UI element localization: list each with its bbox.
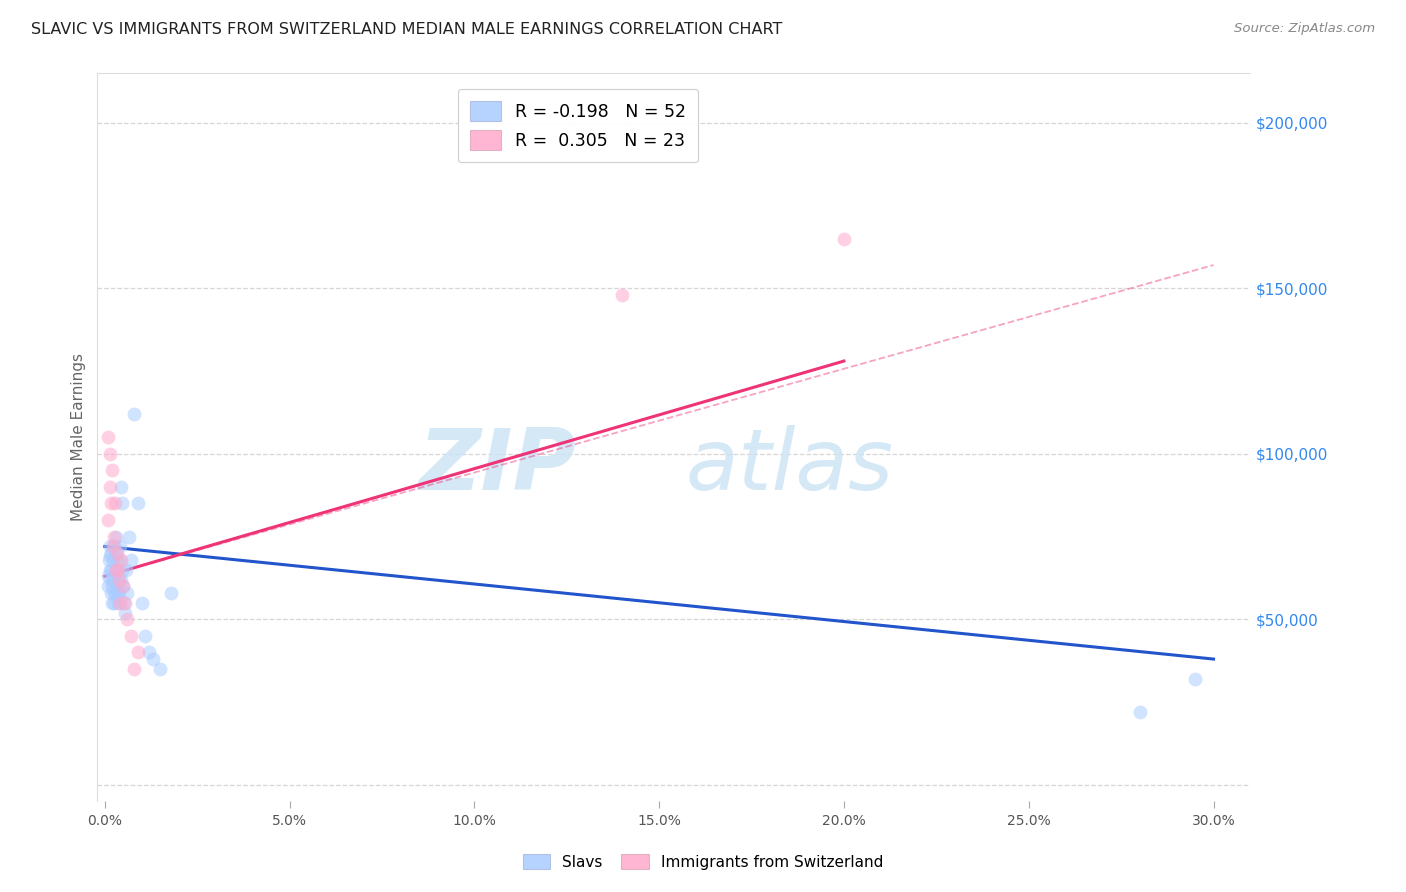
- Point: [114, 596, 136, 610]
- Point: [110, 573, 132, 587]
- Point: [111, 563, 134, 577]
- Point: [105, 552, 128, 566]
- Point: [103, 530, 125, 544]
- Point: [115, 563, 138, 577]
- Point: [103, 586, 125, 600]
- Y-axis label: Median Male Earnings: Median Male Earnings: [72, 353, 86, 521]
- Point: [97, 579, 120, 593]
- Point: [134, 629, 156, 643]
- Point: [110, 480, 132, 494]
- Point: [104, 496, 127, 510]
- Point: [101, 596, 124, 610]
- Point: [612, 288, 634, 302]
- Point: [104, 563, 127, 577]
- Point: [97, 430, 120, 444]
- Point: [101, 463, 124, 477]
- Point: [105, 546, 128, 560]
- Point: [108, 586, 131, 600]
- Point: [101, 579, 124, 593]
- Point: [105, 579, 128, 593]
- Point: [100, 573, 122, 587]
- Text: ZIP: ZIP: [418, 425, 576, 508]
- Point: [832, 231, 855, 245]
- Point: [108, 596, 131, 610]
- Point: [104, 586, 127, 600]
- Point: [110, 552, 132, 566]
- Point: [104, 563, 127, 577]
- Point: [114, 606, 136, 620]
- Point: [105, 563, 128, 577]
- Text: SLAVIC VS IMMIGRANTS FROM SWITZERLAND MEDIAN MALE EARNINGS CORRELATION CHART: SLAVIC VS IMMIGRANTS FROM SWITZERLAND ME…: [31, 22, 782, 37]
- Point: [108, 540, 131, 554]
- Point: [104, 573, 127, 587]
- Point: [105, 546, 128, 560]
- Point: [131, 596, 153, 610]
- Point: [127, 645, 149, 659]
- Point: [101, 540, 124, 554]
- Point: [107, 573, 129, 587]
- Point: [112, 579, 135, 593]
- Point: [149, 662, 172, 676]
- Point: [142, 652, 165, 666]
- Point: [107, 563, 129, 577]
- Point: [98, 480, 121, 494]
- Point: [103, 596, 125, 610]
- Point: [98, 540, 121, 554]
- Point: [1184, 672, 1206, 686]
- Point: [111, 496, 134, 510]
- Point: [115, 586, 138, 600]
- Legend: Slavs, Immigrants from Switzerland: Slavs, Immigrants from Switzerland: [515, 846, 891, 877]
- Point: [103, 552, 125, 566]
- Point: [138, 645, 160, 659]
- Point: [160, 586, 183, 600]
- Point: [104, 530, 127, 544]
- Point: [98, 563, 121, 577]
- Point: [98, 447, 121, 461]
- Point: [1129, 705, 1152, 719]
- Point: [127, 496, 149, 510]
- Point: [112, 579, 135, 593]
- Point: [124, 407, 146, 421]
- Point: [120, 552, 142, 566]
- Legend: R = -0.198   N = 52, R =  0.305   N = 23: R = -0.198 N = 52, R = 0.305 N = 23: [458, 89, 699, 162]
- Point: [98, 549, 121, 564]
- Point: [118, 530, 141, 544]
- Point: [97, 513, 120, 527]
- Point: [100, 546, 122, 560]
- Point: [107, 586, 129, 600]
- Text: atlas: atlas: [685, 425, 893, 508]
- Point: [107, 596, 129, 610]
- Point: [101, 573, 124, 587]
- Point: [115, 612, 138, 626]
- Point: [112, 596, 135, 610]
- Point: [98, 552, 121, 566]
- Point: [100, 586, 122, 600]
- Point: [100, 496, 122, 510]
- Point: [103, 540, 125, 554]
- Point: [107, 573, 129, 587]
- Point: [120, 629, 142, 643]
- Point: [100, 563, 122, 577]
- Text: Source: ZipAtlas.com: Source: ZipAtlas.com: [1234, 22, 1375, 36]
- Point: [124, 662, 146, 676]
- Point: [97, 569, 120, 583]
- Point: [110, 552, 132, 566]
